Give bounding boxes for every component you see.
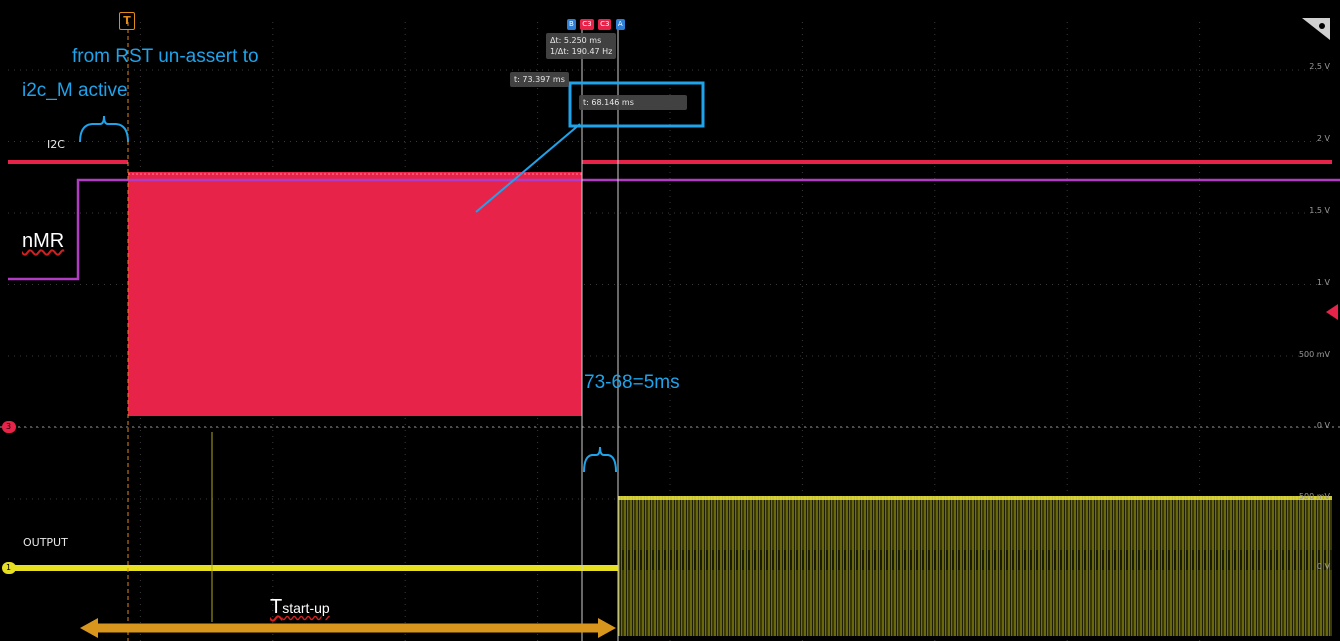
cursor-c3-right-badge[interactable]: C3 <box>598 19 612 30</box>
output-trace <box>14 496 1332 636</box>
delta-t-value: Δt: 5.250 ms <box>550 36 602 45</box>
y-label-1-5v: 1.5 V <box>1309 206 1330 215</box>
nmr-trace <box>8 178 1340 281</box>
ch3-ground-marker-icon <box>2 421 16 433</box>
cursor-b-badge[interactable]: B <box>567 19 576 30</box>
delta-readout: Δt: 5.250 ms 1/Δt: 190.47 Hz <box>546 33 617 59</box>
tstartup-label: Tstart-up <box>270 596 330 619</box>
y-label-500mv-upper: 500 mV <box>1298 350 1330 359</box>
y-label-1v: 1 V <box>1316 278 1330 287</box>
trigger-icon: T <box>123 14 131 27</box>
i2c-activity-block <box>128 172 582 416</box>
output-channel-label: OUTPUT <box>23 536 68 549</box>
cursor-c3-left-badge[interactable]: C3 <box>580 19 594 30</box>
y-label-2v: 2 V <box>1316 134 1330 143</box>
diff-annotation: 73-68=5ms <box>584 372 680 393</box>
y-label-2-5v: 2.5 V <box>1309 62 1330 71</box>
y-label-500mv-lower: 500 mV <box>1298 492 1330 501</box>
cursor-a-time-readout: t: 68.146 ms <box>579 95 687 110</box>
ch1-ground-marker-icon <box>2 562 16 574</box>
rst-brace <box>79 115 129 143</box>
y-label-0v-upper: 0 V <box>1316 421 1330 430</box>
tstartup-main: T <box>270 596 283 618</box>
output-oscillation-block <box>618 496 1332 636</box>
rst-annotation-line1: from RST un-assert to <box>72 46 259 67</box>
ch-offset-arrow-icon <box>1326 304 1338 320</box>
i2c-trace <box>8 160 1332 416</box>
corner-handle-dot <box>1319 23 1325 29</box>
readout-highlight-box <box>568 81 705 128</box>
diff-brace <box>583 446 617 473</box>
nmr-channel-label: nMR <box>22 230 65 252</box>
cursor-a-badge[interactable]: A <box>615 19 625 30</box>
inverse-delta-t-value: 1/Δt: 190.47 Hz <box>550 47 613 56</box>
ch3-marker-label: 3 <box>6 422 12 431</box>
rst-annotation-line2: i2c_M active <box>22 80 128 101</box>
ch1-marker-label: 1 <box>6 563 12 572</box>
cursor-b-time-readout: t: 73.397 ms <box>510 72 569 87</box>
tstartup-sub: start-up <box>282 600 330 616</box>
readout-pointer-line <box>475 123 581 213</box>
i2c-channel-label: I2C <box>47 138 65 151</box>
tstartup-arrow <box>80 618 616 638</box>
cursor-badges[interactable]: B C3 C3 A <box>567 13 625 31</box>
y-label-0v-lower: 0 V <box>1316 562 1330 571</box>
corner-handle-icon <box>1302 18 1330 40</box>
trigger-badge[interactable]: T <box>119 12 135 30</box>
